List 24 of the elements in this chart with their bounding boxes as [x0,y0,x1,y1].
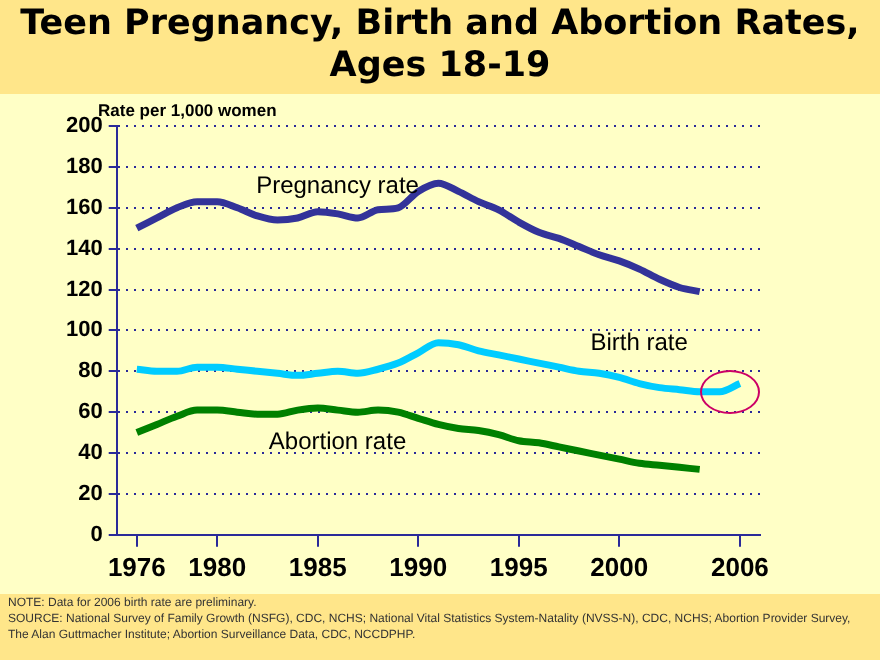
y-tick-label: 100 [65,318,103,343]
x-tick-label: 1985 [288,551,347,582]
x-tick-label: 1995 [489,551,548,582]
y-tick-label: 60 [78,400,103,425]
series-label: Abortion rate [268,426,407,455]
y-tick-label: 160 [65,195,103,220]
y-tick-label: 200 [65,114,103,139]
x-tick-label: 1976 [107,551,166,582]
y-tick-label: 0 [90,522,103,547]
y-tick-label: 180 [65,154,103,179]
chart-title: Teen Pregnancy, Birth and Abortion Rates, Ages 18-19 [0,4,880,88]
series-label: Pregnancy rate [256,170,420,199]
series-label: Birth rate [590,327,689,356]
x-tick-label: 1980 [188,551,247,582]
x-tick-label: 1990 [389,551,448,582]
x-tick-label: 2000 [590,551,649,582]
y-tick-label: 20 [78,481,103,506]
y-axis-title: Rate per 1,000 women [98,100,277,120]
y-tick-label: 80 [78,359,103,384]
y-tick-label: 120 [65,277,103,302]
x-tick-label: 2006 [710,551,769,582]
line-series [133,404,704,473]
y-tick-label: 140 [65,236,103,261]
y-tick-label: 40 [78,441,103,466]
